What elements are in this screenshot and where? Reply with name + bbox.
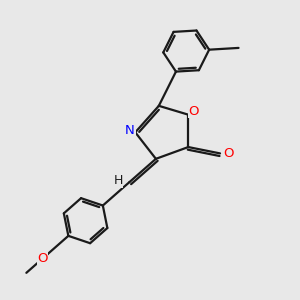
Text: H: H (113, 174, 123, 187)
Text: O: O (188, 105, 199, 118)
Text: N: N (125, 124, 135, 137)
Text: O: O (223, 147, 233, 160)
Text: O: O (37, 252, 48, 265)
